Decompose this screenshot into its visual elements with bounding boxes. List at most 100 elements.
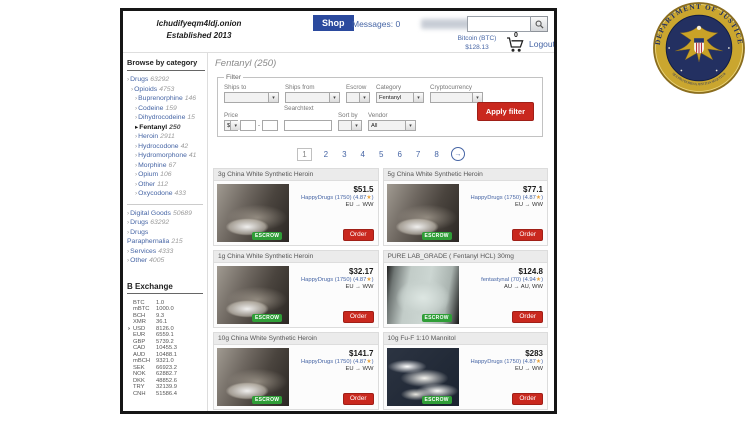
exchange-rate-row[interactable]: › AUD 10488.1	[128, 352, 205, 359]
product-title-link[interactable]: 10g Fu-F 1:10 Mannitol	[383, 333, 547, 345]
currency-select[interactable]: $ ▾	[224, 120, 241, 131]
next-page-button[interactable]: →	[450, 147, 465, 161]
category-filter-label: Category	[376, 84, 402, 91]
search-button[interactable]	[531, 16, 548, 32]
price-min-input[interactable]	[240, 120, 256, 131]
product-title-link[interactable]: 10g China White Synthetic Heroin	[214, 333, 378, 345]
ships-from-select[interactable]: ▾	[285, 92, 340, 103]
order-button[interactable]: Order	[512, 229, 543, 241]
product-title-link[interactable]: 1g China White Synthetic Heroin	[214, 251, 378, 263]
main-content: Fentanyl (250) Filter Ships to ▾ Ships f…	[209, 53, 554, 411]
page-number[interactable]: 5	[379, 149, 384, 159]
page-number[interactable]: 1	[297, 147, 312, 161]
messages-link[interactable]: Messages: 0	[352, 19, 401, 29]
sort-by-select[interactable]: ▾	[338, 120, 362, 131]
chevron-right-icon: ›	[135, 152, 138, 159]
page-number[interactable]: 3	[342, 149, 347, 159]
escrow-badge: ESCROW	[421, 396, 452, 404]
exchange-rate-row[interactable]: › EUR 6559.1	[128, 332, 205, 339]
page-number[interactable]: 6	[397, 149, 402, 159]
exchange-rate-row[interactable]: › TRY 32139.9	[128, 384, 205, 391]
page-number[interactable]: 2	[323, 149, 329, 159]
vendor-link[interactable]: HappyDrugs (1750) (4.87★)	[301, 359, 374, 365]
cryptocurrency-select[interactable]: ▾	[430, 92, 483, 103]
vendor-link[interactable]: HappyDrugs (1750) (4.87★)	[470, 359, 543, 365]
sidebar-category-item[interactable]: ›Digital Goods 50689	[127, 209, 205, 219]
vendor-select[interactable]: All ▾	[368, 120, 416, 131]
product-card: 3g China White Synthetic Heroin ESCROW $…	[213, 168, 379, 246]
page-number[interactable]: 8	[434, 149, 439, 159]
searchtext-input[interactable]	[284, 119, 332, 131]
chevron-right-icon: ›	[127, 257, 130, 264]
page-number[interactable]: 4	[360, 149, 365, 159]
exchange-rate-row[interactable]: › XMR 36.1	[128, 319, 205, 326]
sort-by-label: Sort by	[338, 112, 358, 119]
category-select[interactable]: Fentanyl ▾	[376, 92, 424, 103]
product-title-link[interactable]: 3g China White Synthetic Heroin	[214, 169, 378, 181]
dropdown-arrow-icon: ▾	[405, 121, 415, 130]
exchange-rate-row[interactable]: › GBP 5739.2	[128, 339, 205, 346]
sidebar-category-item[interactable]: ›Drugs 63292	[127, 218, 205, 228]
vendor-link[interactable]: HappyDrugs (1750) (4.87★)	[301, 195, 374, 201]
exchange-rate-row[interactable]: › USD 8126.0	[128, 326, 205, 333]
vendor-link[interactable]: fentastynal (70) (4.94★)	[481, 277, 543, 283]
exchange-rate-row[interactable]: › CAD 10455.3	[128, 345, 205, 352]
escrow-select[interactable]: ▾	[346, 92, 370, 103]
dropdown-arrow-icon: ▾	[351, 121, 361, 130]
order-button[interactable]: Order	[342, 229, 374, 241]
exchange-rate-row[interactable]: › mBTC 1000.0	[128, 306, 205, 313]
order-button[interactable]: Order	[342, 311, 374, 323]
chevron-right-icon: ›	[131, 85, 134, 93]
order-button[interactable]: Order	[342, 393, 374, 405]
product-info: $124.8 fentastynal (70) (4.94★) AU → AU,…	[481, 267, 543, 290]
exchange-rate-row[interactable]: › CNH 51586.4	[128, 391, 205, 398]
shop-button[interactable]: Shop	[313, 15, 354, 31]
vendor-link[interactable]: HappyDrugs (1750) (4.87★)	[301, 277, 374, 283]
ships-to-select[interactable]: ▾	[224, 92, 279, 103]
sidebar-category-item[interactable]: ›Services 4333	[127, 247, 205, 257]
apply-filter-button[interactable]: Apply filter	[476, 102, 534, 121]
sidebar-category-item[interactable]: ›Other 4005	[127, 256, 205, 266]
order-button[interactable]: Order	[512, 311, 543, 323]
escrow-badge: ESCROW	[252, 396, 283, 404]
product-title-link[interactable]: 5g China White Synthetic Heroin	[383, 169, 547, 181]
order-button[interactable]: Order	[512, 393, 543, 405]
exchange-rate-row[interactable]: › DKK 48852.6	[128, 378, 205, 385]
product-card: 1g China White Synthetic Heroin ESCROW $…	[213, 250, 379, 328]
exchange-rate-row[interactable]: › BCH 9.3	[128, 313, 205, 320]
sidebar-category-item[interactable]: ›Drugs Paraphernalia 215	[127, 228, 205, 247]
currency-rate: 10488.1	[156, 351, 177, 358]
escrow-badge: ESCROW	[421, 232, 452, 240]
category-label: Drugs	[130, 219, 149, 226]
exchange-rate-row[interactable]: › BTC 1.0	[128, 300, 205, 307]
ship-route: AU → AU, WW	[504, 284, 543, 290]
product-title-link[interactable]: PURE LAB_GRADE ( Fentanyl HCL) 30mg	[383, 251, 547, 263]
exchange-rate-row[interactable]: › mBCH 9321.0	[128, 358, 205, 365]
exchange-rate-row[interactable]: › SEK 66923.2	[128, 365, 205, 372]
chevron-right-icon: ›	[127, 76, 130, 83]
page-number[interactable]: 7	[415, 149, 421, 159]
vendor-link[interactable]: HappyDrugs (1750) (4.87★)	[470, 195, 543, 201]
exchange-rate-row[interactable]: › NOK 62882.7	[128, 371, 205, 378]
cart-button[interactable]: 0	[506, 32, 528, 54]
price-max-input[interactable]	[262, 120, 278, 131]
category-group: Category Fentanyl ▾	[376, 84, 424, 103]
category-selected-value: Fentanyl	[379, 94, 402, 101]
logout-link[interactable]: Logout	[529, 39, 555, 49]
search-input[interactable]	[467, 16, 531, 32]
currency-rate: 10455.3	[156, 345, 177, 351]
product-price: $124.8	[518, 267, 543, 276]
